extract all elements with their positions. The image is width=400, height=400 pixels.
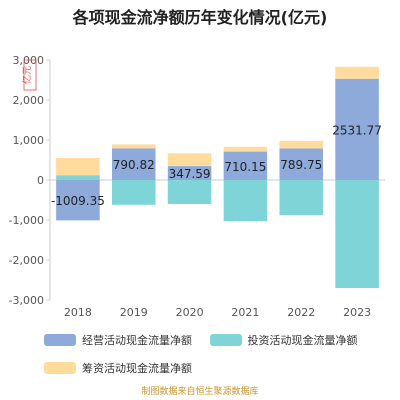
bar-investing-2022 [279, 180, 324, 216]
data-label: 789.75 [280, 158, 322, 172]
legend-label-investing: 投资活动现金流量净额 [247, 334, 358, 347]
data-label: 790.82 [113, 158, 155, 172]
x-tick-label: 2019 [120, 306, 148, 319]
chart-title: 各项现金流净额历年变化情况(亿元) [72, 8, 328, 27]
data-label: 347.59 [169, 167, 211, 181]
bar-financing-2021 [223, 146, 268, 152]
legend-swatch-financing [44, 362, 76, 374]
x-tick-label: 2018 [64, 306, 92, 319]
bar-financing-2022 [279, 140, 324, 149]
legend-item-financing[interactable]: 筹资活动现金流量净额 [44, 360, 192, 376]
unit-box [23, 59, 37, 91]
y-tick-label: -2,000 [9, 254, 44, 267]
bar-investing-2021 [223, 180, 268, 222]
legend-item-investing[interactable]: 投资活动现金流量净额 [209, 332, 358, 348]
bar-financing-2019 [111, 144, 156, 149]
y-tick-label: -3,000 [9, 294, 44, 307]
source-note: 制图数据来自恒生聚源数据库 [141, 387, 259, 397]
y-tick-label: 2,000 [13, 94, 45, 107]
bar-investing-2020 [167, 180, 212, 204]
data-label-layer: 2018 -1009.35 2019 790.82 2020 347.59 2021 710.… [51, 123, 382, 319]
bar-investing-2018 [56, 175, 100, 180]
bar-layer [56, 66, 379, 288]
bar-financing-2023 [335, 66, 379, 79]
legend-label-financing: 筹资活动现金流量净额 [82, 362, 192, 375]
legend-item-operating[interactable]: 经营活动现金流量净额 [44, 332, 192, 348]
legend: 经营活动现金流量净额 投资活动现金流量净额 筹资活动现金流量净额 [44, 332, 384, 388]
data-label: 710.15 [224, 160, 266, 174]
x-tick-label: 2022 [287, 306, 315, 319]
x-tick-label: 2021 [231, 306, 259, 319]
y-tick-label: 1,000 [13, 134, 45, 147]
y-tick-label: -1,000 [9, 214, 44, 227]
legend-swatch-operating [44, 334, 76, 346]
bar-investing-2019 [111, 180, 156, 205]
bar-operating-2023 [335, 78, 379, 180]
bar-operating-2021 [223, 151, 268, 180]
legend-swatch-investing [209, 334, 242, 346]
y-tick-label: 0 [37, 174, 44, 187]
data-label: -1009.35 [51, 194, 105, 208]
bar-financing-2018 [56, 158, 100, 176]
x-tick-label: 2020 [176, 306, 204, 319]
y-tick-label: 3,000 [13, 54, 45, 67]
data-label: 2531.77 [332, 123, 382, 137]
bar-investing-2023 [335, 180, 379, 288]
bar-financing-2020 [167, 153, 212, 167]
x-tick-label: 2023 [343, 306, 371, 319]
bar-operating-2018 [56, 180, 100, 221]
legend-label-operating: 经营活动现金流量净额 [82, 334, 192, 347]
bar-operating-2019 [111, 148, 156, 180]
bar-operating-2020 [167, 166, 212, 180]
unit-label: 亿元 [21, 66, 33, 84]
bar-operating-2022 [279, 148, 324, 180]
